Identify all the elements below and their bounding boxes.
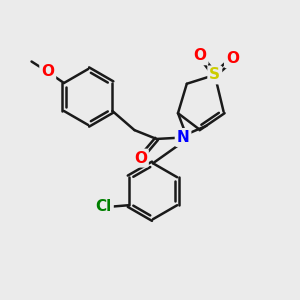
- Text: O: O: [134, 151, 147, 166]
- Text: Cl: Cl: [96, 199, 112, 214]
- Text: O: O: [226, 51, 239, 66]
- Text: O: O: [194, 48, 207, 63]
- Text: O: O: [41, 64, 54, 79]
- Text: N: N: [177, 130, 189, 145]
- Text: S: S: [209, 68, 220, 82]
